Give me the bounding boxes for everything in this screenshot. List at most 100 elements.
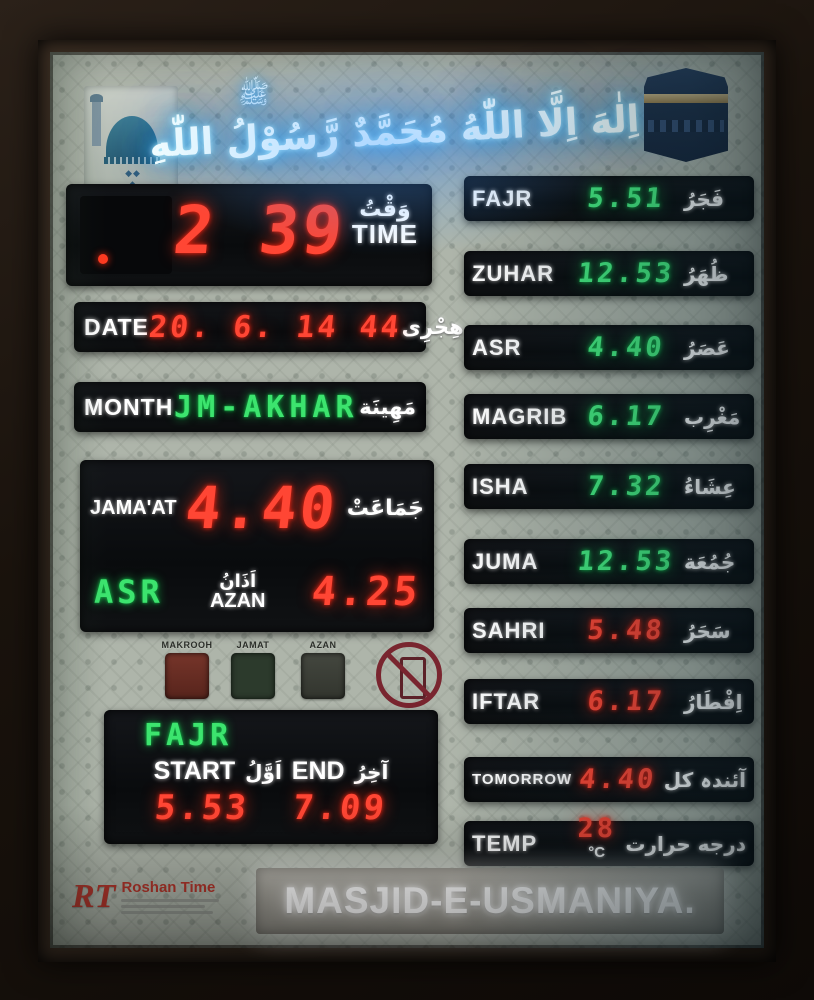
- indicator-azan: AZAN: [284, 640, 362, 699]
- prayer-time-value: 7.32: [585, 471, 667, 502]
- roshan-time-logo: RT Roshan Time: [72, 864, 238, 930]
- current-time-value: 2 39: [169, 192, 349, 269]
- azan-button[interactable]: [301, 653, 345, 699]
- brand-tagline-line: [121, 899, 220, 902]
- prayer-name-label: MAGRIB: [472, 403, 568, 429]
- fajr-end-value: 7.09: [290, 788, 389, 828]
- brand-tagline-line: [121, 905, 206, 908]
- prayer-arabic-label: ظُهَرُ: [684, 261, 729, 286]
- jamat-label: JAMAT: [236, 640, 270, 650]
- prayer-arabic-label: اِفْطَارُ: [684, 689, 743, 714]
- prayer-name-label: JUMA: [472, 548, 539, 574]
- jamaat-panel: JAMA'AT 4.40 جَمَاعَتْ ASR اَذَانُ AZAN …: [80, 460, 434, 632]
- prayer-arabic-label: آئندہ کل: [663, 767, 746, 792]
- prayer-arabic-label: فَجَرُ: [684, 186, 724, 211]
- month-label-arabic: مَهِينَة: [359, 395, 416, 419]
- hijri-date-value: 20. 6. 14 44: [147, 309, 404, 345]
- start-label-arabic: اَوَّلُ: [245, 760, 282, 784]
- azan-time-value: 4.25: [309, 569, 423, 615]
- prayer-arabic-label: مَغْرِب: [684, 404, 741, 429]
- prayer-name-label: ISHA: [472, 473, 529, 499]
- prayer-time-value: 5.51: [585, 183, 667, 214]
- unlit-digit-area: [80, 196, 172, 274]
- prayer-time-value: 6.17: [585, 686, 667, 717]
- date-label-english: DATE: [84, 313, 149, 340]
- prayer-name-label: IFTAR: [472, 688, 541, 714]
- dome-band-icon: [104, 157, 160, 164]
- prayer-row-tomorrow: TOMORROW 4.40 آئندہ کل: [464, 757, 754, 802]
- prayer-name-label: SAHRI: [472, 617, 546, 643]
- prayer-row-zuhar: ZUHAR 12.53 ظُهَرُ: [464, 251, 754, 296]
- minaret-icon: [92, 100, 101, 146]
- phone-glyph: [400, 657, 426, 699]
- prayer-time-value: 12.53: [576, 258, 676, 289]
- jamaat-time-value: 4.40: [182, 474, 342, 542]
- fajr-start-value: 5.53: [153, 788, 252, 828]
- prayer-arabic-label: جُمُعَة: [684, 549, 736, 574]
- temp-unit: °C: [588, 843, 606, 861]
- brand-name: Roshan Time: [121, 879, 216, 896]
- no-mobile-phone-icon: [376, 642, 442, 708]
- current-prayer-name: ASR: [94, 573, 164, 611]
- jamat-button[interactable]: [231, 653, 275, 699]
- prayer-time-value: 4.40: [577, 764, 659, 795]
- temp-label: TEMP: [472, 830, 538, 856]
- jamaat-label-english: JAMA'AT: [90, 496, 177, 519]
- azan-indicator-label: AZAN: [309, 640, 337, 650]
- prayer-row-magrib: MAGRIB 6.17 مَغْرِب: [464, 394, 754, 439]
- end-label-english: END: [291, 757, 345, 785]
- masjid-nabawi-dome-icon: ◆◆◆: [84, 86, 178, 194]
- prayer-time-value: 6.17: [585, 401, 667, 432]
- azan-label-arabic: اَذَانُ: [219, 571, 257, 592]
- rt-monogram: RT: [72, 878, 116, 915]
- prayer-arabic-label: عِشَاءُ: [684, 474, 736, 499]
- masjid-name-strip: MASJID-E-USMANIYA.: [256, 868, 724, 934]
- prayer-row-temp: TEMP 28 °C درجه حرارت: [464, 813, 754, 866]
- kaaba-icon: [644, 68, 728, 162]
- shahada-text: لَآ اِلٰهَ اِلَّا اللّٰهُ مُحَمَّدٌ رَّس…: [148, 94, 682, 166]
- dome-ornament-dots: ◆◆◆: [125, 168, 141, 189]
- prayer-row-juma: JUMA 12.53 جُمُعَة: [464, 539, 754, 584]
- month-label-english: MONTH: [84, 393, 174, 420]
- makrooh-label: MAKROOH: [161, 640, 213, 650]
- time-label-arabic: وَقْتُ: [359, 197, 411, 222]
- prayer-time-value: 12.53: [576, 546, 676, 577]
- jamaat-label-arabic: جَمَاعَتْ: [346, 495, 424, 521]
- prayer-name-label: TOMORROW: [472, 771, 573, 788]
- kaaba-gold-band: [644, 94, 728, 103]
- prayer-time-value: 5.48: [585, 615, 667, 646]
- date-label-arabic: هِجْرِی: [401, 315, 464, 339]
- indicator-jamat: JAMAT: [214, 640, 292, 699]
- prayer-row-asr: ASR 4.40 عَصَرُ: [464, 325, 754, 370]
- indicator-makrooh: MAKROOH: [148, 640, 226, 699]
- makrooh-button[interactable]: [165, 653, 209, 699]
- time-display-panel: 2 39 وَقْتُ TIME: [66, 184, 432, 286]
- prayer-arabic-label: عَصَرُ: [684, 335, 730, 360]
- saw-calligraphy-mark: ﷺ: [238, 80, 270, 110]
- prayer-arabic-label: سَحَرُ: [684, 618, 731, 643]
- start-label-english: START: [153, 757, 236, 785]
- prayer-name-label: ASR: [472, 334, 522, 360]
- prayer-name-label: ZUHAR: [472, 260, 554, 286]
- clock-board: ◆◆◆ ﷺ لَآ اِلٰهَ اِلَّا اللّٰهُ مُحَمَّد…: [50, 52, 764, 948]
- prayer-time-value: 4.40: [585, 332, 667, 363]
- prayer-row-isha: ISHA 7.32 عِشَاءُ: [464, 464, 754, 509]
- time-label-english: TIME: [351, 219, 418, 250]
- temp-arabic-label: درجه حرارت: [625, 831, 746, 856]
- hijri-date-panel: DATE 20. 6. 14 44 هِجْرِی: [74, 302, 464, 352]
- shahada-calligraphy: ﷺ لَآ اِلٰهَ اِلَّا اللّٰهُ مُحَمَّدٌ رَ…: [149, 64, 682, 196]
- temp-value: 28: [577, 812, 616, 844]
- brand-tagline-line: [121, 911, 214, 914]
- prayer-row-sahri: SAHRI 5.48 سَحَرُ: [464, 608, 754, 653]
- prayer-name-label: FAJR: [472, 185, 533, 211]
- end-label-arabic: آخِرُ: [354, 760, 389, 784]
- minaret-top-icon: [90, 94, 103, 102]
- hijri-month-value: JM-AKHAR: [174, 389, 359, 425]
- prayer-row-iftar: IFTAR 6.17 اِفْطَارُ: [464, 679, 754, 724]
- fajr-start-end-panel: FAJR START اَوَّلُ END آخِرُ 5.53 7.09: [104, 710, 438, 844]
- masjid-name: MASJID-E-USMANIYA.: [284, 880, 696, 921]
- prayer-row-fajr: FAJR 5.51 فَجَرُ: [464, 176, 754, 221]
- azan-label-english: AZAN: [209, 590, 266, 612]
- seconds-indicator-dot: [98, 254, 108, 264]
